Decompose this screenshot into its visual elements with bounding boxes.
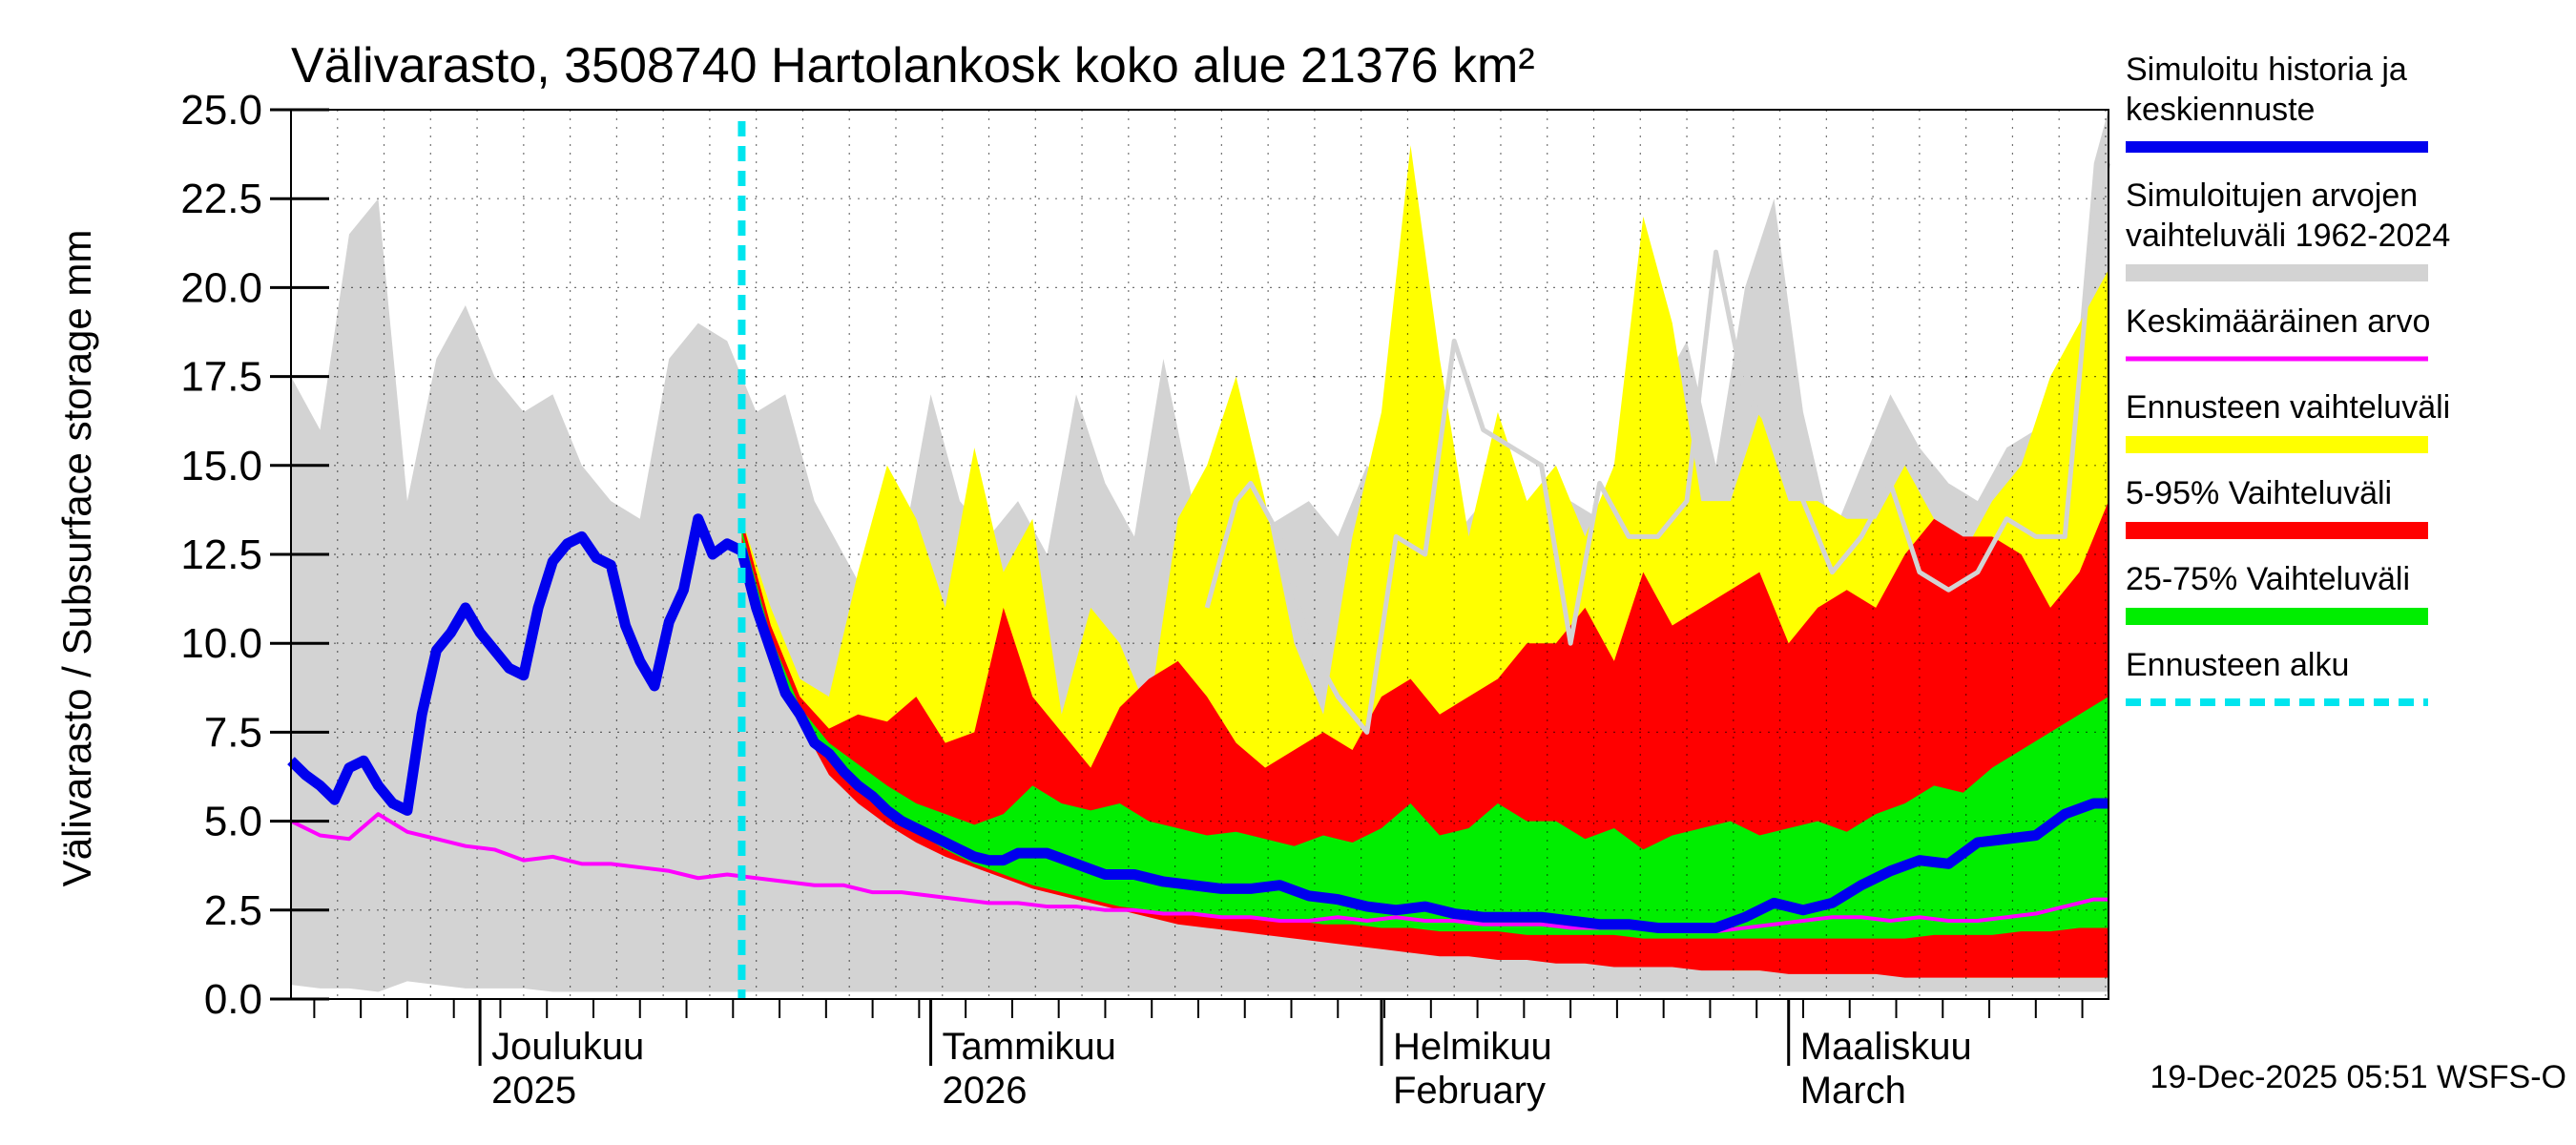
y-tick-label: 0.0 <box>204 976 262 1023</box>
y-tick-label: 17.5 <box>180 354 262 401</box>
y-tick-label: 25.0 <box>180 87 262 134</box>
month-label: Maaliskuu <box>1800 1026 1972 1068</box>
legend-label-range: Simuloitujen arvojen <box>2126 177 2418 214</box>
month-label: Helmikuu <box>1393 1026 1552 1068</box>
legend-label-simhist: keskiennuste <box>2126 92 2315 128</box>
month-year-label: February <box>1393 1070 1546 1112</box>
month-label: Joulukuu <box>491 1026 644 1068</box>
legend-label-fcrange: Ennusteen vaihteluväli <box>2126 389 2450 426</box>
band-25-75-vaihteluv-li <box>741 529 2109 939</box>
chart-title: Välivarasto, 3508740 Hartolankosk koko a… <box>291 38 1535 94</box>
line-simuloitu-historia-ja-keskiennuste <box>287 513 2109 933</box>
lines-layer <box>287 121 2111 999</box>
month-year-label: 2025 <box>491 1070 576 1112</box>
line-keskim-r-inen-arvo <box>290 812 2109 934</box>
month-year-label: March <box>1800 1070 1906 1112</box>
legend-label-p595: 5-95% Vaihteluväli <box>2126 475 2392 511</box>
legend-label-p2575: 25-75% Vaihteluväli <box>2126 561 2410 597</box>
y-tick-label: 20.0 <box>180 264 262 311</box>
y-tick-label: 22.5 <box>180 176 262 222</box>
y-tick-label: 12.5 <box>180 531 262 578</box>
legend: Simuloitu historia ja keskiennuste Simuloi… <box>2126 52 2450 706</box>
y-tick-label: 2.5 <box>204 887 262 934</box>
y-tick-label: 5.0 <box>204 799 262 845</box>
legend-label-simhist: Simuloitu historia ja <box>2126 52 2407 88</box>
month-label: Tammikuu <box>943 1026 1116 1068</box>
legend-label-mean: Keskimääräinen arvo <box>2126 303 2430 340</box>
legend-label-fcstart: Ennusteen alku <box>2126 647 2349 683</box>
month-year-label: 2026 <box>943 1070 1028 1112</box>
legend-label-range: vaihteluväli 1962-2024 <box>2126 218 2450 254</box>
y-tick-label: 10.0 <box>180 620 262 667</box>
axes-layer: 0.0 2.5 5.0 7.5 10.0 12.5 15.0 17.5 20.0 22.5 25.0… <box>180 87 2109 1112</box>
footer-timestamp: 19-Dec-2025 05:51 WSFS-O <box>2150 1059 2566 1095</box>
y-tick-label: 15.0 <box>180 443 262 489</box>
y-axis-label: Välivarasto / Subsurface storage mm <box>54 230 99 887</box>
y-tick-label: 7.5 <box>204 709 262 756</box>
line-simuloitujen-arvojen-mediaani <box>1204 162 2111 735</box>
